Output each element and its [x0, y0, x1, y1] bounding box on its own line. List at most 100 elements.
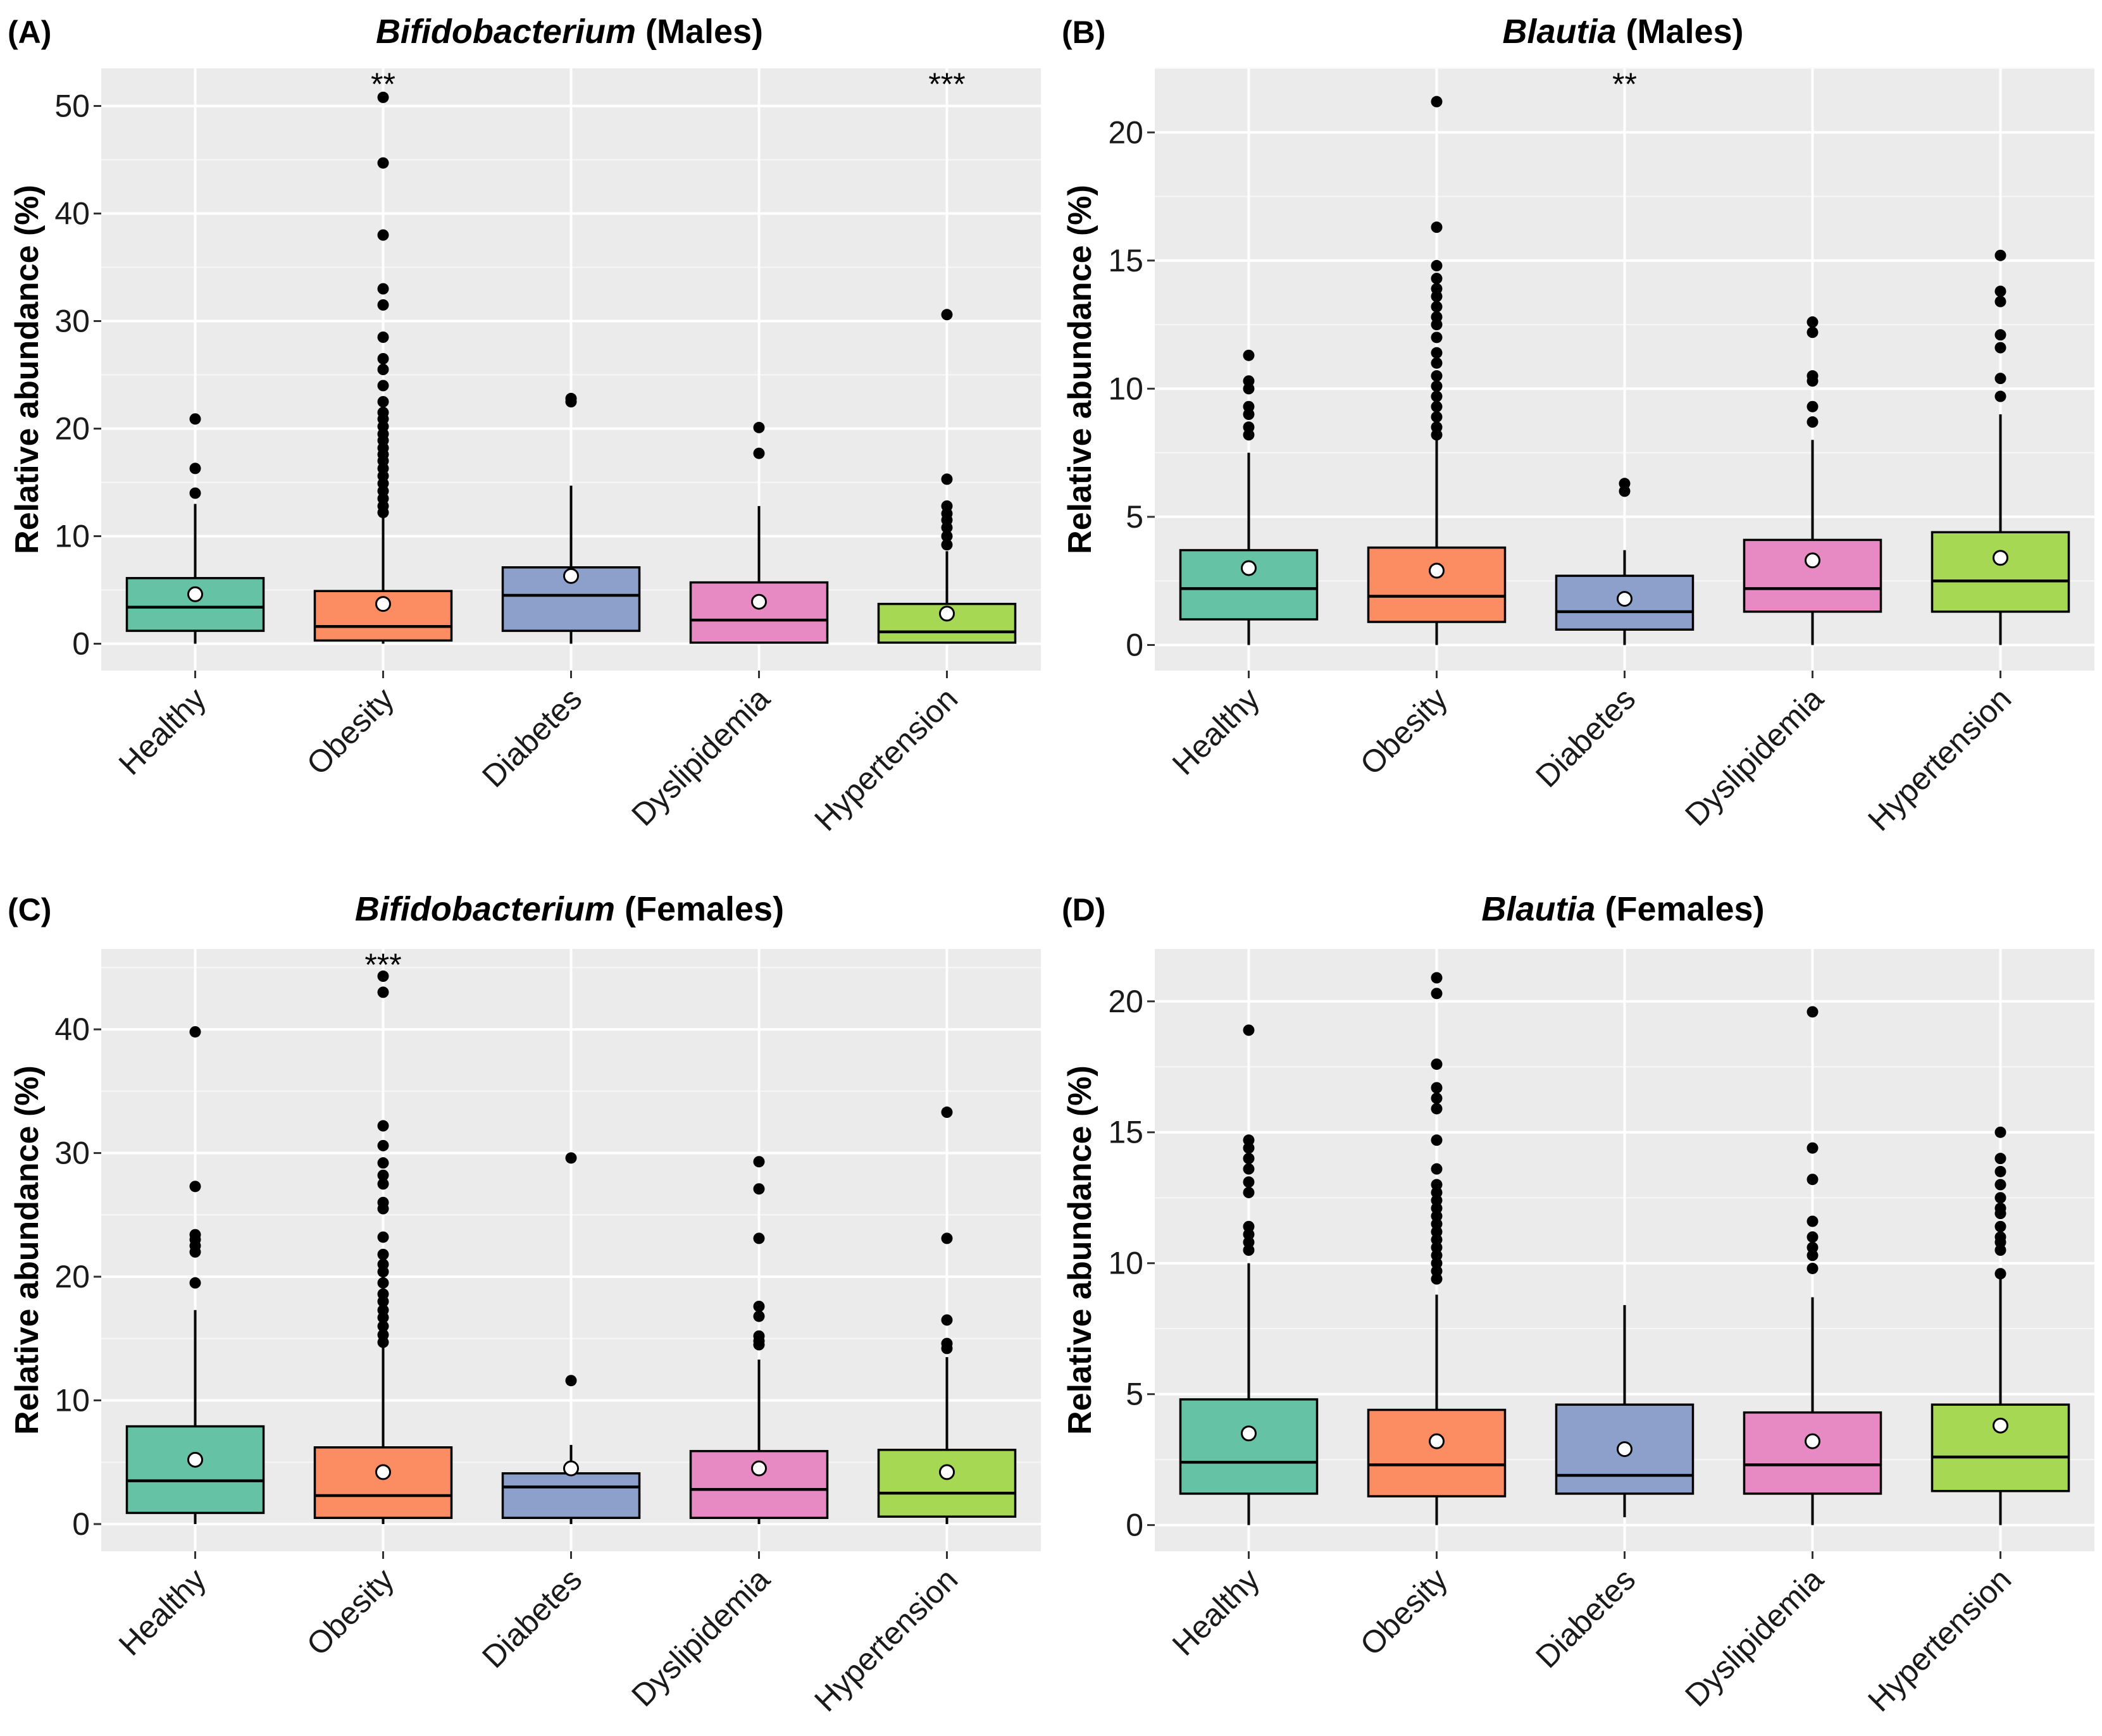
panel-letter: (C) [8, 892, 51, 927]
x-tick-label: Obesity [300, 1561, 401, 1662]
outlier-point [1807, 1249, 1819, 1262]
iqr-box [1179, 1398, 1319, 1495]
outlier-point [1994, 1231, 2006, 1243]
x-tick-label: Diabetes [475, 681, 588, 794]
y-tick-label: 50 [54, 89, 90, 124]
x-tick-label: Obesity [1353, 681, 1454, 781]
iqr-box [1931, 531, 2070, 613]
outlier-point [189, 1181, 201, 1193]
x-tick-label: Healthy [1166, 681, 1266, 781]
mean-point [563, 1460, 579, 1477]
y-tick-label: 0 [1126, 627, 1143, 662]
outlier-point [941, 1232, 953, 1244]
x-tick-label: Diabetes [1529, 681, 1642, 794]
mean-point [1429, 562, 1445, 579]
iqr-box [877, 1448, 1017, 1518]
y-tick-label: 20 [54, 1259, 90, 1294]
outlier-point [1994, 1220, 2006, 1232]
outlier-point [1431, 259, 1443, 271]
outlier-point [1431, 1186, 1443, 1198]
outlier-point [1807, 1142, 1819, 1154]
outlier-point [377, 1231, 389, 1243]
panel-b: 0 5 10 15 20 Healthy Obesity ** Diabetes Dyslipid… [1062, 13, 2094, 838]
outlier-point [753, 1330, 765, 1342]
mean-point [1241, 560, 1257, 576]
outlier-point [1994, 1202, 2006, 1214]
title-taxon: Bifidobacterium [376, 13, 636, 51]
y-tick-label: 0 [72, 626, 90, 662]
x-tick-label: Hypertension [1861, 681, 2018, 838]
outlier-point [1994, 249, 2006, 261]
iqr-box [1931, 1403, 2070, 1492]
mean-point [1429, 1433, 1445, 1449]
y-axis-label: Relative abundance (%) [9, 185, 46, 554]
y-tick-label: 20 [1108, 115, 1143, 150]
mean-point [563, 567, 579, 584]
outlier-point [377, 1320, 389, 1332]
outlier-point [1994, 342, 2006, 354]
outlier-point [1807, 416, 1819, 428]
panel-c: 0 10 20 30 40 Healthy *** Obesity Diabetes Dyslip… [8, 890, 1041, 1718]
outlier-point [1994, 1126, 2006, 1138]
outlier-point [1431, 1082, 1443, 1094]
mean-point [1617, 1441, 1632, 1458]
x-tick-label: Hypertension [807, 1561, 964, 1718]
outlier-point [377, 1120, 389, 1132]
outlier-point [1994, 329, 2006, 341]
x-tick-label: Obesity [300, 681, 401, 781]
outlier-point [1431, 1249, 1443, 1262]
outlier-point [1807, 1006, 1819, 1018]
outlier-point [753, 421, 765, 433]
outlier-point [377, 1288, 389, 1300]
outlier-point [377, 332, 389, 343]
outlier-point [1431, 1265, 1443, 1277]
outlier-point [1431, 1257, 1443, 1269]
outlier-point [1431, 96, 1443, 108]
outlier-point [1243, 1186, 1255, 1198]
outlier-point [941, 309, 953, 321]
outlier-point [941, 539, 953, 551]
outlier-point [753, 1232, 765, 1244]
outlier-point [1431, 972, 1443, 984]
y-tick-label: 10 [54, 1383, 90, 1418]
outlier-point [377, 1304, 389, 1316]
significance-label: ** [371, 66, 395, 102]
outlier-point [377, 1258, 389, 1270]
outlier-point [377, 396, 389, 407]
iqr-box [1367, 546, 1507, 623]
outlier-point [377, 299, 389, 311]
mean-point [1993, 1417, 2008, 1434]
outlier-point [1431, 283, 1443, 295]
outlier-point [1807, 370, 1819, 382]
outlier-point [1431, 1134, 1443, 1146]
title-taxon: Blautia [1502, 13, 1616, 51]
panel-title: Bifidobacterium (Males) [376, 13, 763, 51]
outlier-point [1994, 1165, 2006, 1177]
outlier-point [189, 487, 201, 499]
mean-point [375, 1464, 391, 1480]
outlier-point [1431, 347, 1443, 359]
outlier-point [1431, 380, 1443, 392]
outlier-point [1431, 1210, 1443, 1222]
outlier-point [377, 1329, 389, 1341]
outlier-point [1807, 1241, 1819, 1253]
iqr-box [125, 1425, 265, 1515]
outlier-point [1431, 1234, 1443, 1246]
outlier-point [1431, 411, 1443, 423]
outlier-point [1619, 478, 1631, 490]
y-tick-label: 15 [1108, 1115, 1143, 1150]
outlier-point [1431, 221, 1443, 233]
outlier-point [1807, 400, 1819, 412]
outlier-point [377, 1196, 389, 1208]
outlier-point [1807, 326, 1819, 338]
mean-point [1805, 1433, 1820, 1449]
mean-point [187, 1451, 203, 1468]
y-tick-label: 5 [1126, 499, 1143, 535]
iqr-box [689, 581, 829, 644]
x-tick-label: Dyslipidemia [1678, 681, 1830, 833]
mean-point [939, 1464, 955, 1480]
outlier-point [1431, 1241, 1443, 1253]
iqr-box [1367, 1408, 1507, 1497]
outlier-point [1994, 1244, 2006, 1256]
